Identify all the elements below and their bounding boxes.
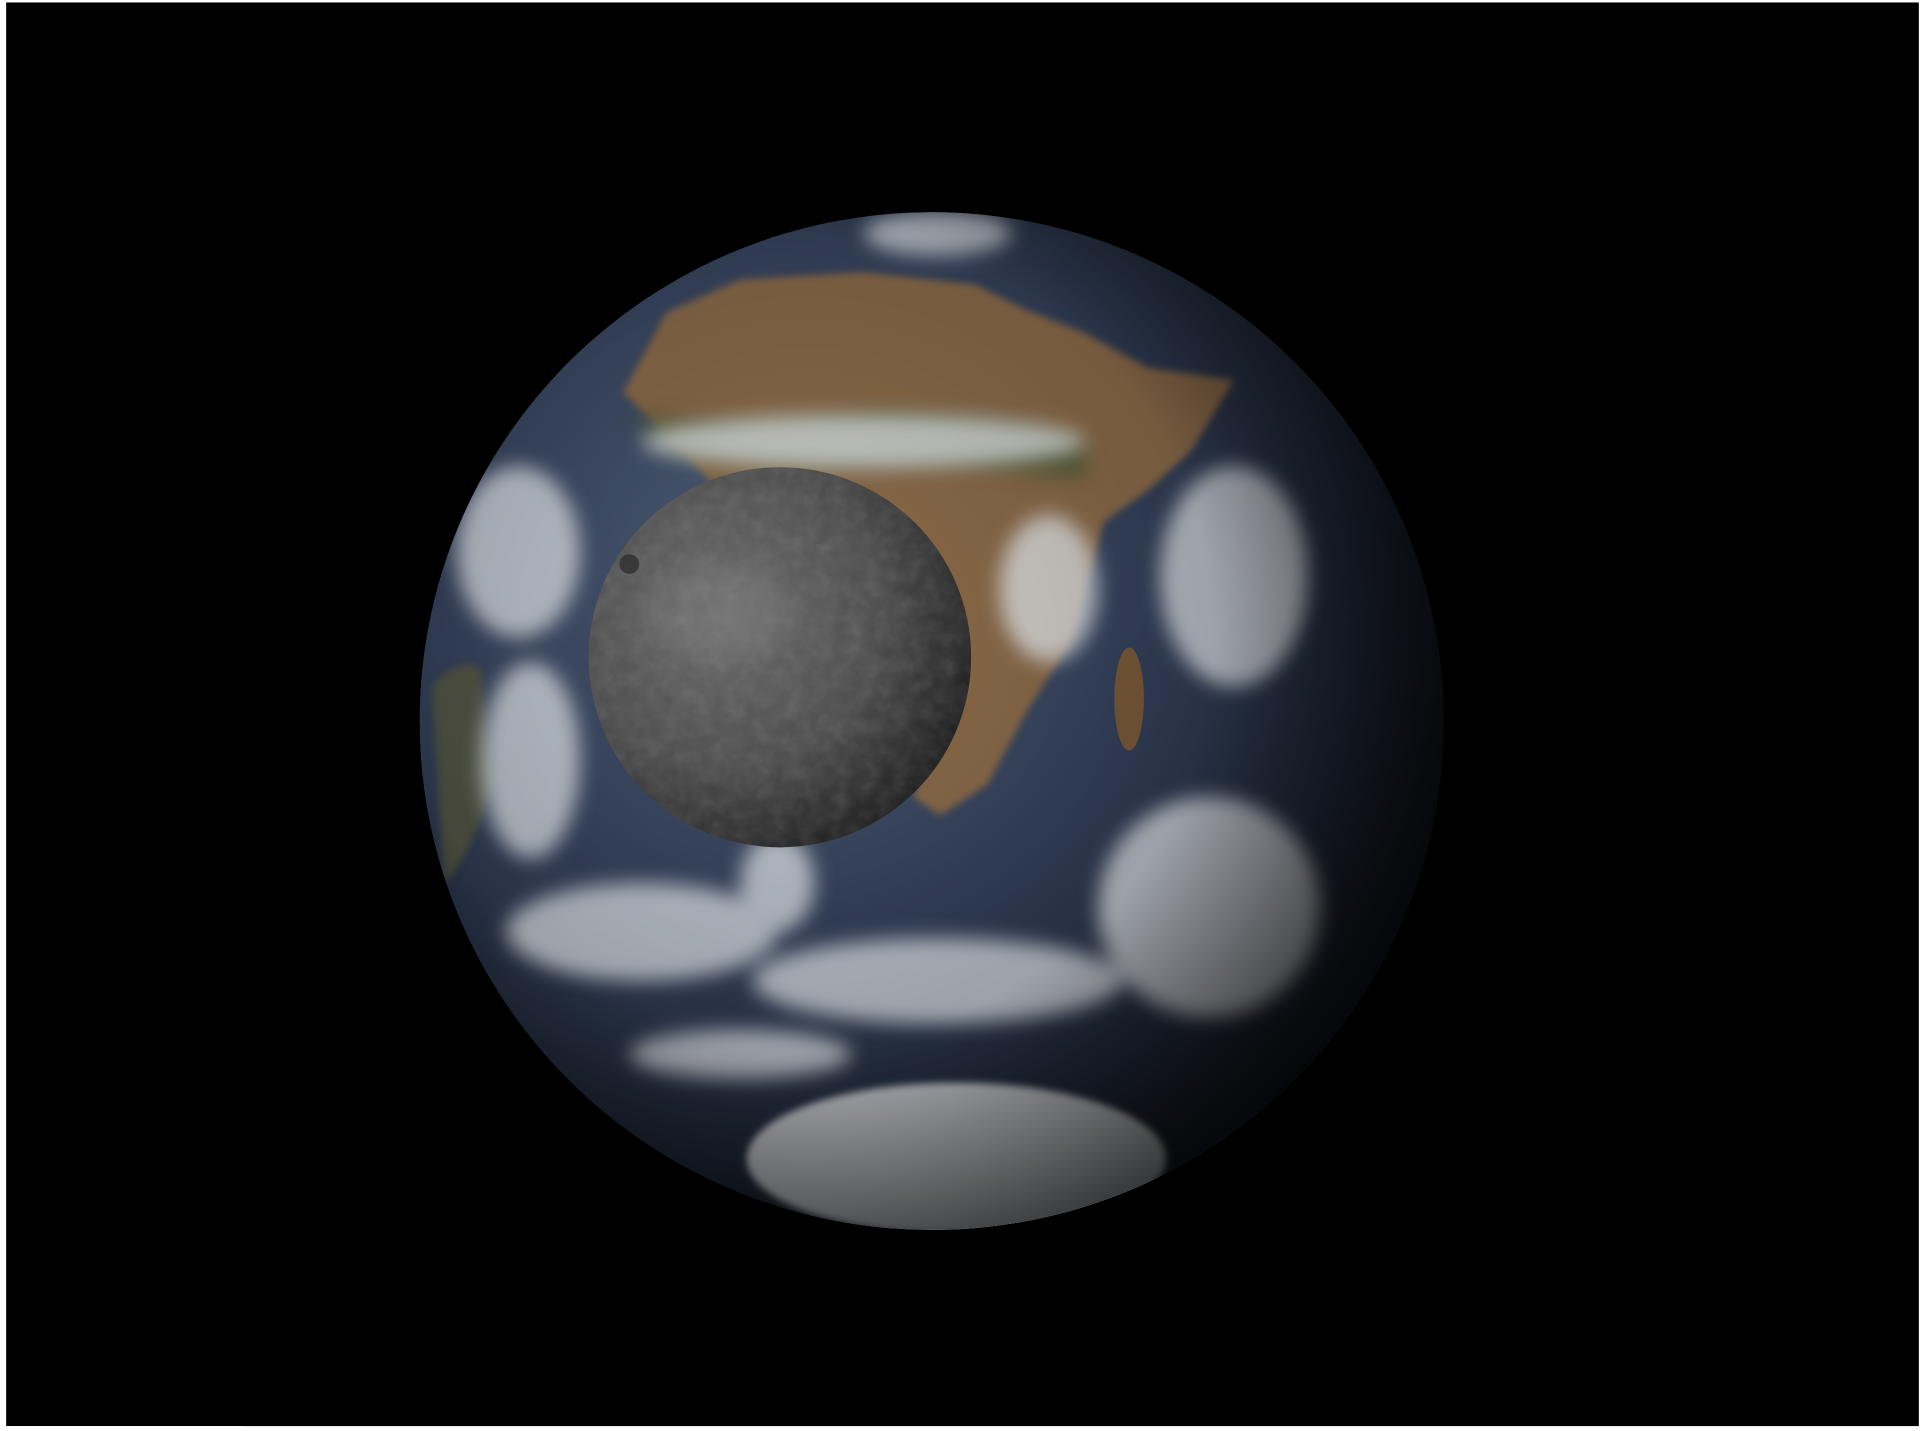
bottom-strip (0, 1426, 245, 1431)
moon (588, 467, 972, 848)
